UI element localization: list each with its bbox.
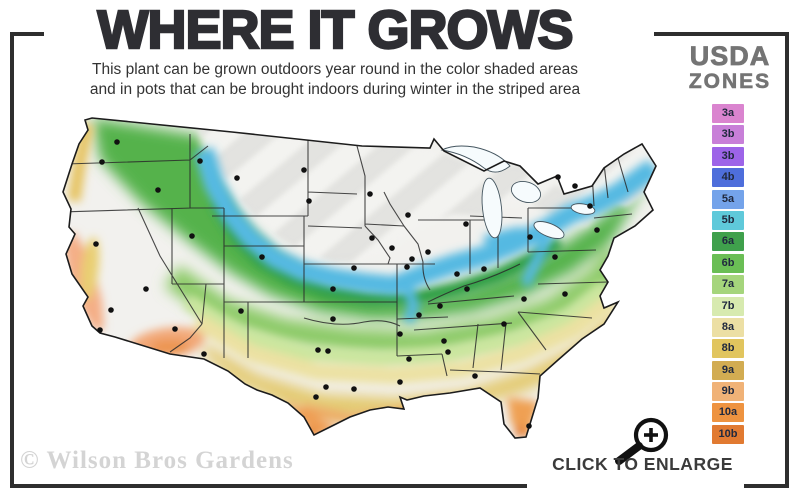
city-dot — [99, 159, 105, 165]
legend-swatch-4b: 4b — [712, 168, 744, 188]
city-dots — [93, 139, 600, 429]
watermark: © Wilson Bros Gardens — [20, 447, 294, 474]
legend-title: USDA ZONES — [672, 41, 788, 94]
city-dot — [441, 338, 447, 344]
city-dot — [445, 349, 451, 355]
city-dot — [389, 245, 395, 251]
city-dot — [93, 241, 99, 247]
usda-zone-map[interactable] — [52, 106, 667, 474]
city-dot — [416, 312, 422, 318]
city-dot — [526, 423, 532, 429]
city-dot — [259, 254, 265, 260]
city-dot — [405, 212, 411, 218]
legend-swatch-9b: 9b — [712, 382, 744, 402]
city-dot — [201, 351, 207, 357]
city-dot — [464, 286, 470, 292]
city-dot — [306, 198, 312, 204]
legend-swatch-9a: 9a — [712, 360, 744, 380]
legend-swatch-3a: 3a — [712, 104, 744, 123]
frame-border-right — [785, 32, 789, 488]
city-dot — [562, 291, 568, 297]
city-dot — [397, 379, 403, 385]
city-dot — [234, 175, 240, 181]
city-dot — [172, 326, 178, 332]
legend-swatch-3b: 3b — [712, 125, 744, 145]
city-dot — [437, 303, 443, 309]
city-dot — [406, 356, 412, 362]
usda-zones-legend: 3a 3b 3b 4b 5a 5b 6a 6b 7a 7b 8a 8b 9a 9b 10a 10b — [712, 104, 744, 446]
city-dot — [351, 386, 357, 392]
frame-border-bottom-left — [10, 484, 527, 488]
city-dot — [313, 394, 319, 400]
city-dot — [301, 167, 307, 173]
subtitle-line2: and in pots that can be brought indoors … — [89, 81, 581, 99]
city-dot — [501, 321, 507, 327]
legend-swatch-8b: 8b — [712, 339, 744, 359]
legend-swatch-10b: 10b — [712, 424, 744, 444]
great-lakes — [440, 145, 596, 239]
subtitle: This plant can be grown outdoors year ro… — [20, 60, 650, 101]
city-dot — [555, 174, 561, 180]
city-dot — [155, 187, 161, 193]
legend-swatch-10a: 10a — [712, 403, 744, 423]
legend-swatch-6b: 6b — [712, 253, 744, 273]
legend-swatch-7b: 7b — [712, 296, 744, 316]
city-dot — [594, 227, 600, 233]
city-dot — [404, 264, 410, 270]
city-dot — [323, 384, 329, 390]
magnifier-plus-icon[interactable] — [605, 404, 689, 466]
city-dot — [143, 286, 149, 292]
city-dot — [587, 203, 593, 209]
city-dot — [552, 254, 558, 260]
city-dot — [351, 265, 357, 271]
city-dot — [472, 373, 478, 379]
city-dot — [369, 235, 375, 241]
city-dot — [367, 191, 373, 197]
city-dot — [397, 331, 403, 337]
legend-swatch-7a: 7a — [712, 275, 744, 295]
subtitle-line1: This plant can be grown outdoors year ro… — [92, 61, 578, 78]
city-dot — [189, 233, 195, 239]
frame-border-bottom-right — [744, 484, 789, 488]
legend-title-zones: ZONES — [688, 70, 772, 94]
city-dot — [527, 234, 533, 240]
city-dot — [325, 348, 331, 354]
city-dot — [315, 347, 321, 353]
city-dot — [114, 139, 120, 145]
city-dot — [454, 271, 460, 277]
city-dot — [572, 183, 578, 189]
legend-swatch-6a: 6a — [712, 232, 744, 252]
legend-title-usda: USDA — [689, 41, 771, 71]
state-borders — [63, 134, 633, 377]
legend-swatch-3b: 3b — [712, 146, 744, 166]
city-dot — [330, 316, 336, 322]
legend-swatch-8a: 8a — [712, 317, 744, 337]
city-dot — [97, 327, 103, 333]
city-dot — [330, 286, 336, 292]
legend-swatch-5a: 5a — [712, 189, 744, 209]
frame-border-left — [10, 32, 14, 488]
city-dot — [463, 221, 469, 227]
page-title: WHERE IT GROWS — [96, 0, 574, 60]
click-to-enlarge-button[interactable]: CLICK TO ENLARGE — [552, 454, 733, 474]
city-dot — [409, 256, 415, 262]
city-dot — [238, 308, 244, 314]
city-dot — [521, 296, 527, 302]
frame-border-top-left-stub — [10, 32, 44, 36]
city-dot — [481, 266, 487, 272]
city-dot — [108, 307, 114, 313]
frame-border-top-right — [654, 32, 789, 36]
city-dot — [425, 249, 431, 255]
legend-swatch-5b: 5b — [712, 210, 744, 230]
city-dot — [197, 158, 203, 164]
